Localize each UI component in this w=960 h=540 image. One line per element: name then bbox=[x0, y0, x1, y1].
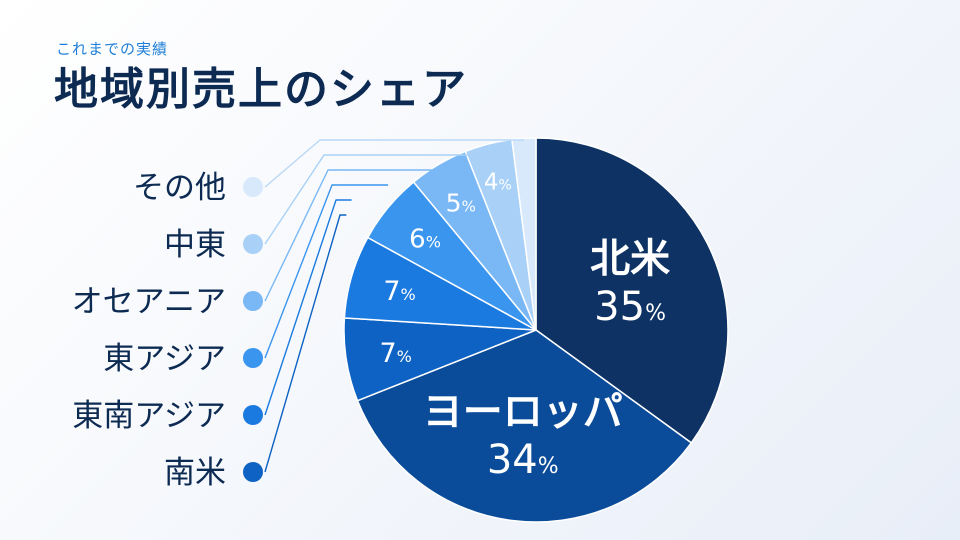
pie-label-name-e383a8e383bce383ade38383e38391: ヨーロッパ bbox=[423, 389, 623, 435]
legend-marker-e69db1e382a2e382b8e382a2 bbox=[243, 348, 263, 368]
legend-marker-e4b8ade69db1 bbox=[243, 234, 263, 254]
pie-slice-e58c97e7b1b3 bbox=[535, 137, 729, 444]
legend-leader-lines bbox=[264, 139, 524, 473]
legend-label-e382aae382bbe382a2e3838be382a2: オセアニア bbox=[72, 284, 226, 320]
legend-marker-e382aae382bbe382a2e3838be382a2 bbox=[243, 291, 263, 311]
pie-label-value-e383a8e383bce383ade38383e38391: 34% bbox=[487, 437, 559, 483]
leader-line-e382aae382bbe382a2e3838be382a2 bbox=[264, 169, 439, 302]
legend-label-e69db1e58d97e382a2e382b8e382a2: 東南アジア bbox=[72, 398, 226, 434]
legend-label-e58d97e7b1b3: 南米 bbox=[164, 455, 226, 491]
legend-marker-e58d97e7b1b3 bbox=[243, 462, 263, 482]
pie-slices bbox=[343, 137, 729, 523]
leader-line-e58d97e7b1b3 bbox=[264, 214, 347, 473]
legend-marker-e69db1e58d97e382a2e382b8e382a2 bbox=[243, 405, 263, 425]
pie-slice-e383a8e383bce383ade38383e38391 bbox=[356, 329, 693, 523]
leader-line-e69db1e382a2e382b8e382a2 bbox=[264, 184, 389, 359]
leader-line-e3819de381aee4bb96 bbox=[264, 139, 524, 188]
pie-label-name-e58c97e7b1b3: 北米 bbox=[590, 236, 670, 282]
chart-title: 地域別売上のシェア bbox=[54, 64, 468, 115]
leader-line-e69db1e58d97e382a2e382b8e382a2 bbox=[264, 199, 352, 416]
legend-marker-e3819de381aee4bb96 bbox=[243, 177, 263, 197]
legend-label-e69db1e382a2e382b8e382a2: 東アジア bbox=[103, 341, 226, 377]
legend-label-e4b8ade69db1: 中東 bbox=[164, 227, 226, 263]
pie-label-value-e4b8ade69db1: 4% bbox=[484, 170, 512, 196]
legend-label-e3819de381aee4bb96: その他 bbox=[133, 170, 226, 206]
chart-subtitle: これまでの実績 bbox=[56, 40, 169, 58]
leader-line-e4b8ade69db1 bbox=[264, 154, 489, 245]
